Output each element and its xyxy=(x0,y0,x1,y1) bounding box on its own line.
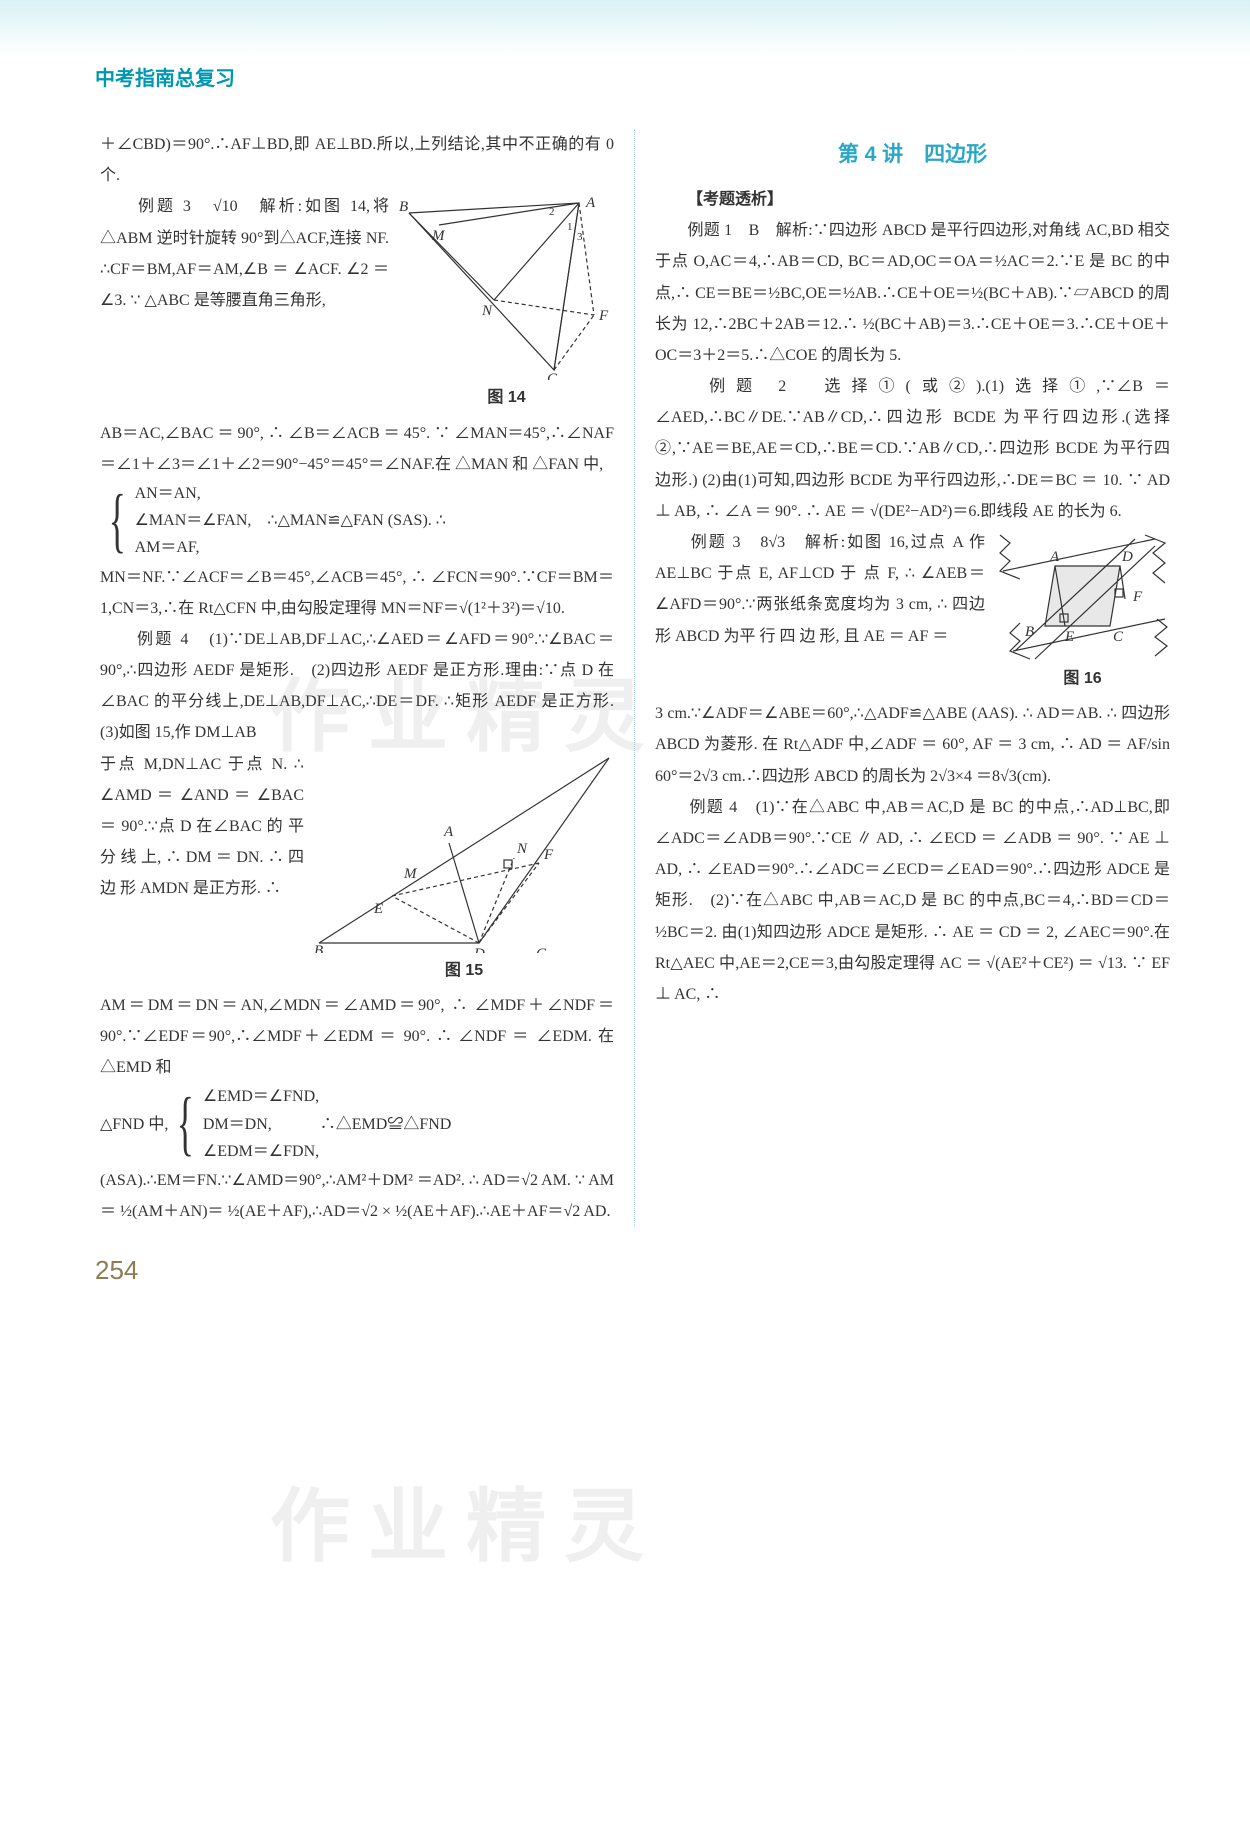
watermark-2: 作业精灵 xyxy=(270,1450,662,1606)
left-brace-2: △FND 中, { ∠EMD＝∠FND, DM＝DN, ∴△EMD≌△FND ∠… xyxy=(100,1083,614,1165)
fig14-C: C xyxy=(547,371,558,380)
left-p3a: 例题 4 (1)∵DE⊥AB,DF⊥AC,∴∠AED＝∠AFD＝90°.∵∠BA… xyxy=(100,624,614,749)
left-p3e: (ASA).∴EM＝FN.∵∠AMD＝90°,∴AM²＋DM² ＝AD². ∴ … xyxy=(100,1165,614,1227)
column-left: ＋∠CBD)＝90°.∴AF⊥BD,即 AE⊥BD.所以,上列结论,其中不正确的… xyxy=(95,129,635,1227)
column-right: 第 4 讲 四边形 【考题透析】 例题 1 B 解析:∵四边形 ABCD 是平行… xyxy=(635,129,1175,1227)
left-p2c: MN＝NF.∵∠ACF＝∠B＝45°,∠ACB＝45°, ∴ ∠FCN＝90°.… xyxy=(100,562,614,624)
fig15-A: A xyxy=(443,824,454,840)
fig15-N: N xyxy=(516,841,528,857)
left-p1: ＋∠CBD)＝90°.∴AF⊥BD,即 AE⊥BD.所以,上列结论,其中不正确的… xyxy=(100,129,614,191)
right-p4: 例题 4 (1)∵在△ABC 中,AB＝AC,D 是 BC 的中点,∴AD⊥BC… xyxy=(655,792,1170,1010)
fig14-2: 2 xyxy=(549,206,555,218)
fig15-E: E xyxy=(373,901,383,917)
fig14-caption: 图 14 xyxy=(399,382,614,413)
fig14-B: B xyxy=(399,199,408,215)
figure-14: B M A N F C 1 2 3 图 14 xyxy=(399,195,614,413)
left-brace-1: { AN＝AN, ∠MAN＝∠FAN, ∴△MAN≌△FAN (SAS). ∴ … xyxy=(100,480,614,562)
fig16-A: A xyxy=(1049,549,1060,565)
fig15-D: D xyxy=(473,946,485,953)
fig14-1: 1 xyxy=(567,221,573,233)
page-number: 254 xyxy=(95,1245,1175,1296)
fig15-M: M xyxy=(403,866,418,882)
fig15-caption: 图 15 xyxy=(314,955,614,986)
figure-16: A D B E C F 图 16 xyxy=(995,531,1170,694)
content-columns: ＋∠CBD)＝90°.∴AF⊥BD,即 AE⊥BD.所以,上列结论,其中不正确的… xyxy=(95,129,1175,1227)
fig15-F: F xyxy=(543,847,554,863)
fig15-B: B xyxy=(314,943,323,953)
fig16-D: D xyxy=(1121,549,1133,565)
right-p3b: 3 cm.∵∠ADF＝∠ABE＝60°,∴△ADF≌△ABE (AAS). ∴ … xyxy=(655,698,1170,792)
page-header: 中考指南总复习 xyxy=(95,60,1175,99)
fig14-3: 3 xyxy=(577,231,583,243)
fig16-caption: 图 16 xyxy=(995,663,1170,694)
fig16-F: F xyxy=(1132,589,1143,605)
fig14-M: M xyxy=(431,228,446,244)
section-4-subhead: 【考题透析】 xyxy=(655,184,1170,215)
section-4-title: 第 4 讲 四边形 xyxy=(655,135,1170,176)
fig16-E: E xyxy=(1064,629,1074,645)
left-p3c: AM＝DM＝DN＝AN,∠MDN＝∠AMD＝90°, ∴ ∠MDF＋∠NDF＝9… xyxy=(100,990,614,1084)
fig15-C: C xyxy=(536,946,547,953)
fig16-C: C xyxy=(1113,629,1124,645)
right-p1: 例题 1 B 解析:∵四边形 ABCD 是平行四边形,对角线 AC,BD 相交于… xyxy=(655,215,1170,371)
figure-15-svg: B E D C A M N F xyxy=(314,753,614,953)
figure-14-svg: B M A N F C 1 2 3 xyxy=(399,195,614,380)
header-gradient xyxy=(0,0,1250,55)
right-p2: 例题 2 选择①(或②).(1)选择①,∵∠B＝∠AED,∴BC∥DE.∵AB∥… xyxy=(655,371,1170,527)
figure-16-svg: A D B E C F xyxy=(995,531,1170,661)
figure-15: B E D C A M N F 图 15 xyxy=(314,753,614,986)
fig14-F: F xyxy=(598,308,609,324)
fig16-B: B xyxy=(1025,624,1034,640)
left-p2b: AB＝AC,∠BAC ＝ 90°, ∴ ∠B＝∠ACB ＝ 45°. ∵ ∠MA… xyxy=(100,418,614,480)
fig14-A: A xyxy=(585,195,596,211)
fig14-N: N xyxy=(481,303,493,319)
